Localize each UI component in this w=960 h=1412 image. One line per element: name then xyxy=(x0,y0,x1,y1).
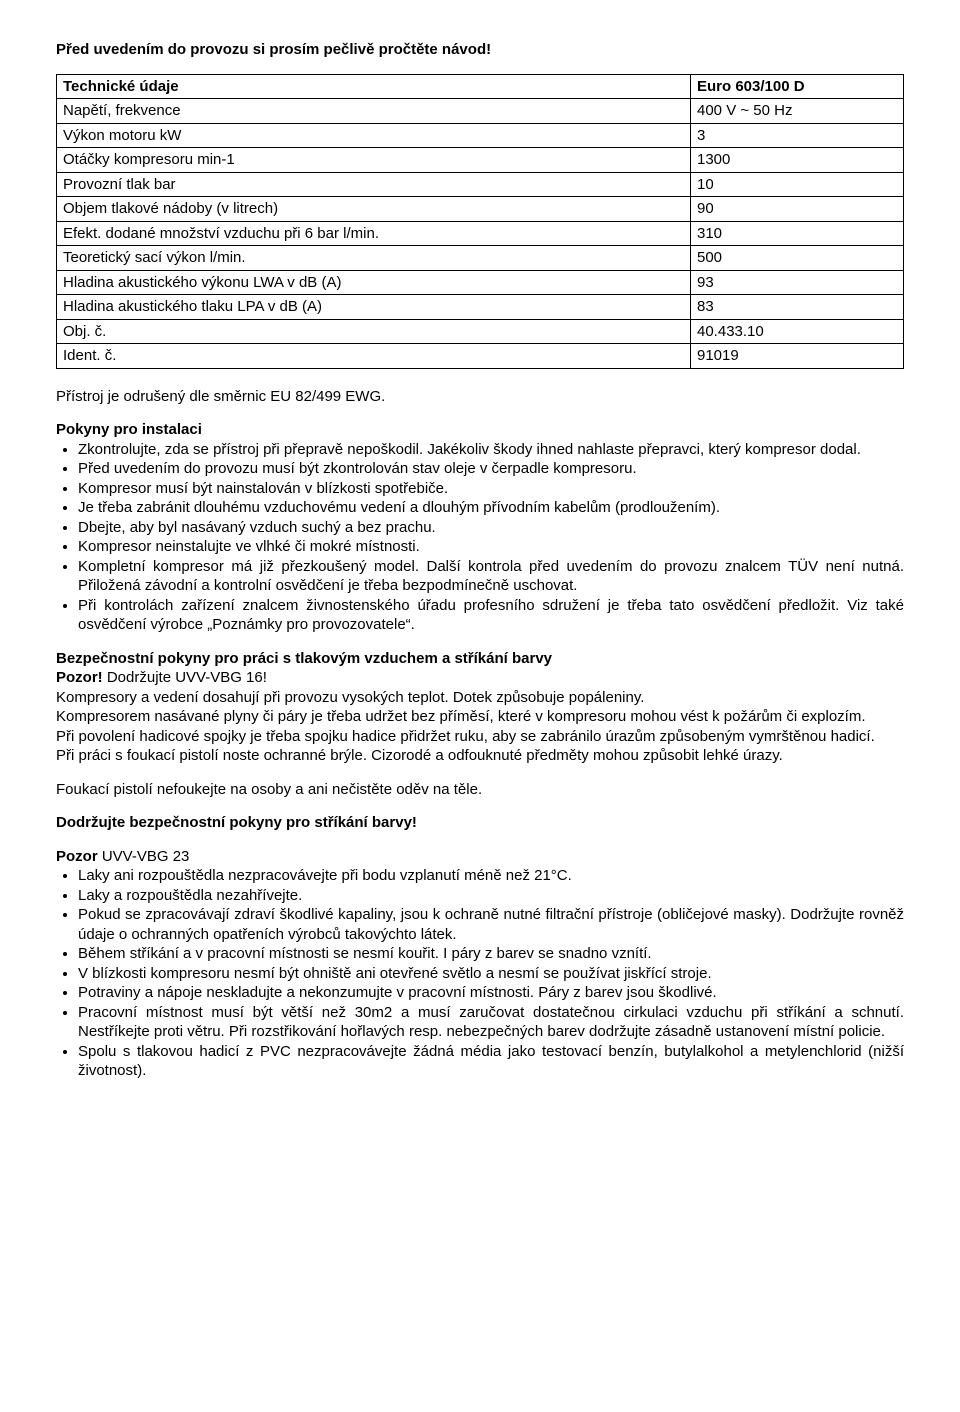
list-item: Pokud se zpracovávají zdraví škodlivé ka… xyxy=(78,905,904,944)
table-cell-label: Hladina akustického výkonu LWA v dB (A) xyxy=(57,270,691,295)
spec-table: Technické údaje Euro 603/100 D Napětí, f… xyxy=(56,74,904,369)
table-cell-value: 93 xyxy=(691,270,904,295)
safety-p4: Při práci s foukací pistolí noste ochran… xyxy=(56,746,904,766)
table-row: Hladina akustického výkonu LWA v dB (A)9… xyxy=(57,270,904,295)
table-cell-value: 90 xyxy=(691,197,904,222)
list-item: Kompletní kompresor má již přezkoušený m… xyxy=(78,557,904,596)
safety-p5: Foukací pistolí nefoukejte na osoby a an… xyxy=(56,780,904,800)
list-item: Kompresor neinstalujte ve vlhké či mokré… xyxy=(78,537,904,557)
table-cell-label: Hladina akustického tlaku LPA v dB (A) xyxy=(57,295,691,320)
warn2-line: Pozor UVV-VBG 23 xyxy=(56,847,904,867)
list-item: Kompresor musí být nainstalován v blízko… xyxy=(78,479,904,499)
list-item: Laky a rozpouštědla nezahřívejte. xyxy=(78,886,904,906)
table-cell-label: Objem tlakové nádoby (v litrech) xyxy=(57,197,691,222)
safety-p3: Při povolení hadicové spojky je třeba sp… xyxy=(56,727,904,747)
list-item: Dbejte, aby byl nasávaný vzduch suchý a … xyxy=(78,518,904,538)
table-cell-value: 83 xyxy=(691,295,904,320)
list-item: Pracovní místnost musí být větší než 30m… xyxy=(78,1003,904,1042)
table-cell-value: 91019 xyxy=(691,344,904,369)
table-row: Objem tlakové nádoby (v litrech)90 xyxy=(57,197,904,222)
table-cell-label: Výkon motoru kW xyxy=(57,123,691,148)
table-row: Efekt. dodané množství vzduchu při 6 bar… xyxy=(57,221,904,246)
table-row: Provozní tlak bar10 xyxy=(57,172,904,197)
table-header-value: Euro 603/100 D xyxy=(691,74,904,99)
table-cell-value: 400 V ~ 50 Hz xyxy=(691,99,904,124)
install-list: Zkontrolujte, zda se přístroj při přepra… xyxy=(56,440,904,635)
safety-warn-label: Pozor! xyxy=(56,669,103,686)
table-cell-value: 1300 xyxy=(691,148,904,173)
table-row: Otáčky kompresoru min-11300 xyxy=(57,148,904,173)
table-cell-value: 500 xyxy=(691,246,904,271)
list-item: Před uvedením do provozu musí být zkontr… xyxy=(78,459,904,479)
intro-heading: Před uvedením do provozu si prosím pečli… xyxy=(56,40,904,60)
table-header-label: Technické údaje xyxy=(57,74,691,99)
safety-warn-line: Pozor! Dodržujte UVV-VBG 16! xyxy=(56,668,904,688)
safety-p2: Kompresorem nasávané plyny či páry je tř… xyxy=(56,707,904,727)
table-cell-label: Obj. č. xyxy=(57,319,691,344)
install-heading: Pokyny pro instalaci xyxy=(56,420,904,440)
table-row: Výkon motoru kW3 xyxy=(57,123,904,148)
table-row: Ident. č.91019 xyxy=(57,344,904,369)
safety-heading: Bezpečnostní pokyny pro práci s tlakovým… xyxy=(56,649,904,669)
table-cell-label: Otáčky kompresoru min-1 xyxy=(57,148,691,173)
list-item: V blízkosti kompresoru nesmí být ohniště… xyxy=(78,964,904,984)
list-item: Spolu s tlakovou hadicí z PVC nezpracová… xyxy=(78,1042,904,1081)
list-item: Potraviny a nápoje neskladujte a nekonzu… xyxy=(78,983,904,1003)
table-row: Napětí, frekvence400 V ~ 50 Hz xyxy=(57,99,904,124)
warn2-list: Laky ani rozpouštědla nezpracovávejte př… xyxy=(56,866,904,1081)
table-cell-label: Provozní tlak bar xyxy=(57,172,691,197)
table-cell-value: 10 xyxy=(691,172,904,197)
table-cell-value: 310 xyxy=(691,221,904,246)
safety-p1: Kompresory a vedení dosahují při provozu… xyxy=(56,688,904,708)
list-item: Během stříkání a v pracovní místnosti se… xyxy=(78,944,904,964)
compliance-text: Přístroj je odrušený dle směrnic EU 82/4… xyxy=(56,387,904,407)
table-cell-label: Ident. č. xyxy=(57,344,691,369)
table-cell-value: 3 xyxy=(691,123,904,148)
warn2-label: Pozor xyxy=(56,848,98,865)
safety-warn-text: Dodržujte UVV-VBG 16! xyxy=(103,669,267,686)
list-item: Laky ani rozpouštědla nezpracovávejte př… xyxy=(78,866,904,886)
table-row: Hladina akustického tlaku LPA v dB (A)83 xyxy=(57,295,904,320)
paint-heading: Dodržujte bezpečnostní pokyny pro stříká… xyxy=(56,813,904,833)
list-item: Při kontrolách zařízení znalcem živnoste… xyxy=(78,596,904,635)
table-row: Teoretický sací výkon l/min.500 xyxy=(57,246,904,271)
list-item: Zkontrolujte, zda se přístroj při přepra… xyxy=(78,440,904,460)
warn2-text: UVV-VBG 23 xyxy=(98,848,190,865)
table-cell-label: Teoretický sací výkon l/min. xyxy=(57,246,691,271)
list-item: Je třeba zabránit dlouhému vzduchovému v… xyxy=(78,498,904,518)
table-cell-label: Napětí, frekvence xyxy=(57,99,691,124)
table-cell-value: 40.433.10 xyxy=(691,319,904,344)
table-row: Obj. č.40.433.10 xyxy=(57,319,904,344)
table-cell-label: Efekt. dodané množství vzduchu při 6 bar… xyxy=(57,221,691,246)
table-header-row: Technické údaje Euro 603/100 D xyxy=(57,74,904,99)
